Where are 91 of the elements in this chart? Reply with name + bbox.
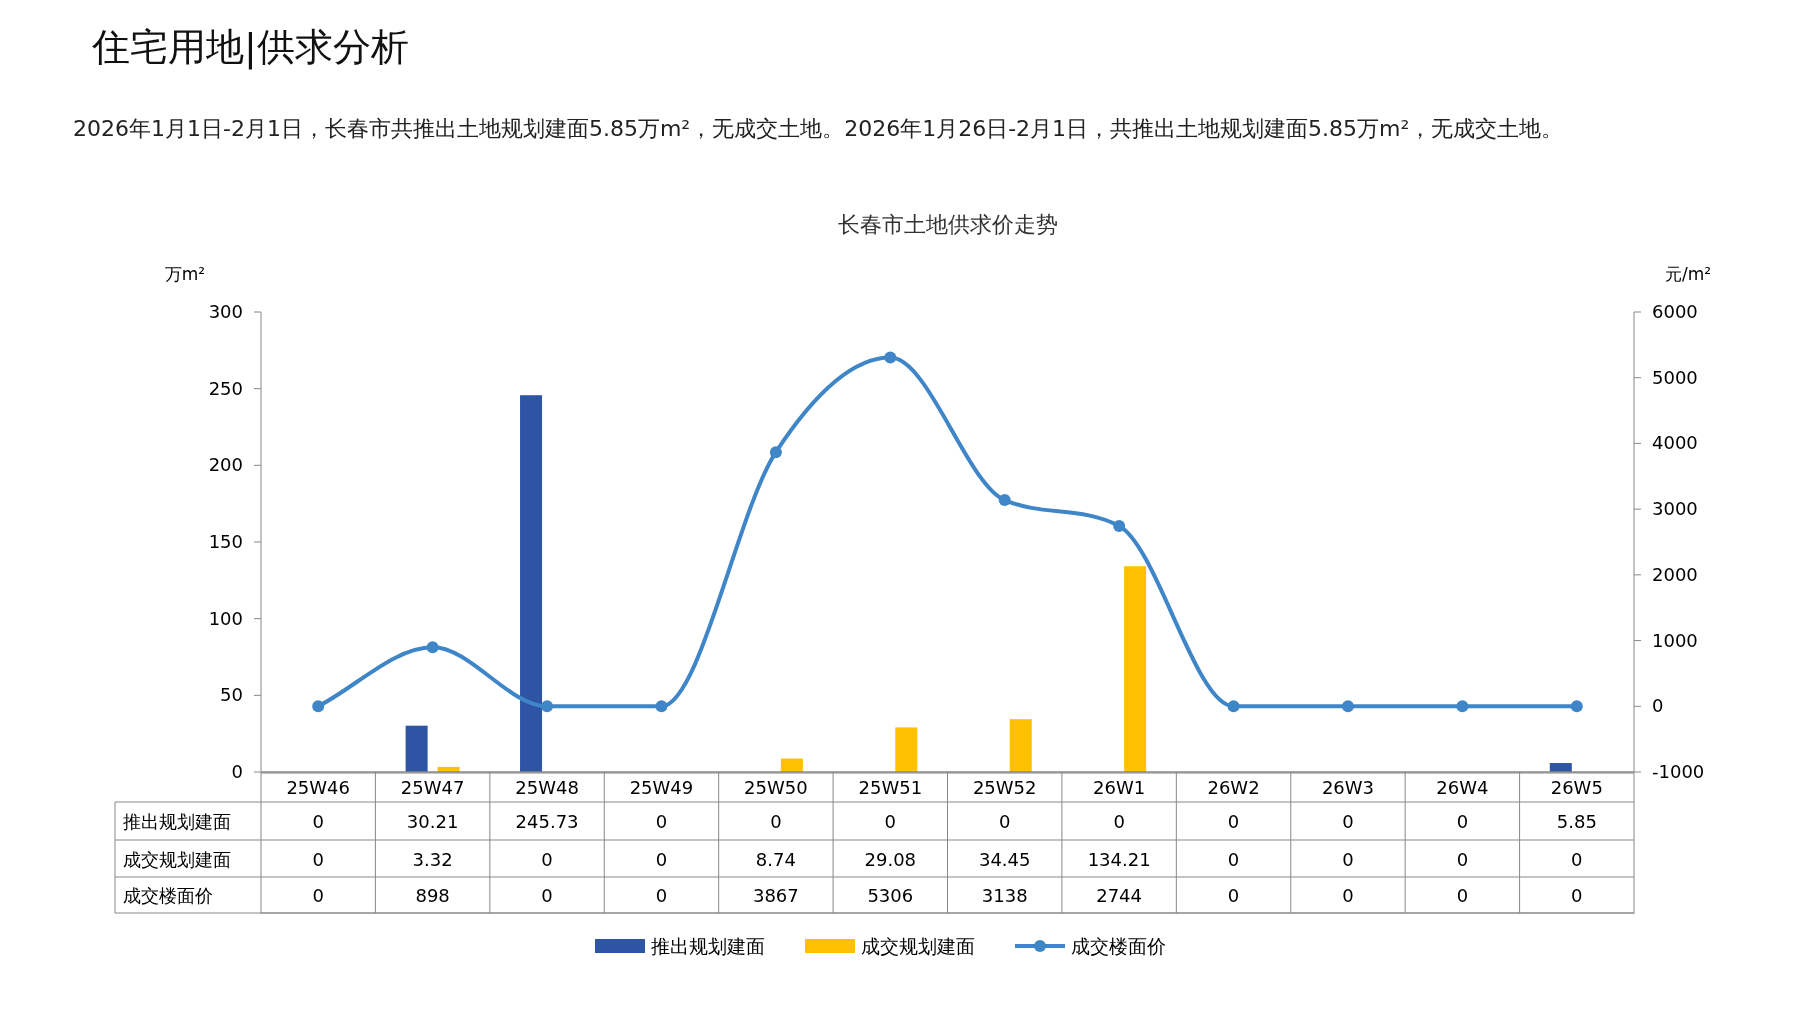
legend-label: 成交楼面价 — [1071, 935, 1166, 957]
text: 2026年1月1日-2月1日，长春市共推出土地规划建面5.85万m²，无成交土地。2026年1月26日-2月1日，共推出土地规划建面5.85万m²，无成交土地。 — [73, 115, 1565, 143]
point — [541, 700, 554, 713]
point — [1456, 700, 1469, 713]
y2-tick-label: 4000 — [1652, 432, 1698, 454]
data-label: 0 — [1571, 848, 1583, 870]
y-tick-label: 50 — [220, 684, 243, 706]
y2-tick-label: 6000 — [1652, 301, 1698, 322]
point — [1113, 519, 1126, 532]
chart-subtitle: 长春市土地供求价走势 — [837, 212, 1058, 237]
x-tick-label: 25W52 — [972, 777, 1037, 798]
y2-tick-label: 1000 — [1652, 629, 1698, 651]
y2-tick-label: -1000 — [1652, 761, 1705, 782]
data-label: 5.85 — [1556, 811, 1597, 832]
text: 成交楼面价 — [123, 885, 213, 906]
data-label: 0 — [1342, 811, 1354, 832]
x-tick-label: 25W47 — [400, 777, 465, 798]
data-label: 134.21 — [1087, 848, 1151, 870]
data-label: 0 — [998, 811, 1011, 832]
data-label: 0 — [1342, 885, 1354, 906]
x-tick-label: 26W3 — [1321, 777, 1375, 798]
point — [1227, 700, 1240, 713]
data-label: 0 — [1456, 885, 1469, 906]
data-label: 0 — [1342, 848, 1354, 870]
x-tick-label: 25W49 — [629, 777, 694, 798]
y-tick-label: 200 — [208, 454, 243, 476]
y-tick-label: 100 — [208, 607, 243, 629]
data-label: 0 — [1456, 811, 1469, 832]
data-label: 3138 — [981, 885, 1028, 906]
x-tick-label: 26W2 — [1207, 777, 1260, 798]
y2-axis-title: 元/m² — [1664, 264, 1712, 284]
data-label: 245.73 — [515, 811, 579, 832]
y-tick-label: 250 — [208, 377, 243, 399]
data-label: 0 — [655, 848, 668, 870]
data-label: 0 — [312, 811, 324, 832]
x-tick-label: 25W46 — [286, 777, 351, 798]
x-tick-label: 25W51 — [858, 777, 923, 798]
x-tick-label: 25W50 — [744, 777, 808, 798]
y-tick-label: 0 — [231, 761, 243, 782]
data-label: 0 — [1113, 811, 1125, 832]
point — [1341, 700, 1354, 713]
bar — [1124, 566, 1147, 772]
bar — [1009, 719, 1032, 772]
data-label: 0 — [1456, 848, 1469, 870]
data-label: 898 — [415, 885, 450, 906]
data-label: 0 — [1571, 885, 1583, 906]
legend-label: 成交规划建面 — [861, 935, 975, 957]
y2-tick-label: 3000 — [1652, 498, 1698, 520]
data-label: 0 — [541, 848, 553, 870]
data-label: 3.32 — [412, 848, 453, 870]
bar — [520, 395, 543, 772]
text: 推出规划建面 — [123, 811, 231, 832]
point — [312, 700, 325, 713]
x-tick-label: 26W5 — [1550, 777, 1603, 798]
x-tick-label: 25W48 — [515, 777, 579, 798]
data-label: 0 — [655, 811, 668, 832]
y-tick-label: 300 — [208, 301, 243, 322]
data-label: 0 — [884, 811, 897, 832]
x-tick-label: 26W1 — [1093, 777, 1146, 798]
bar — [895, 727, 918, 772]
data-label: 2744 — [1096, 885, 1143, 906]
point — [655, 700, 668, 713]
data-label: 0 — [655, 885, 668, 906]
y2-tick-label: 2000 — [1652, 563, 1698, 585]
data-label: 0 — [770, 811, 782, 832]
y2-tick-label: 0 — [1652, 695, 1664, 717]
bar — [405, 725, 428, 772]
data-label: 29.08 — [864, 848, 917, 870]
data-label: 0 — [541, 885, 553, 906]
point — [426, 641, 439, 654]
data-label: 0 — [1227, 811, 1240, 832]
y2-tick-label: 5000 — [1652, 366, 1698, 388]
y-tick-label: 150 — [208, 531, 243, 552]
data-label: 0 — [1227, 848, 1240, 870]
data-label: 34.45 — [978, 848, 1031, 870]
chart-title: 住宅用地|供求分析 — [92, 24, 409, 72]
data-label: 0 — [312, 885, 324, 906]
data-label: 0 — [312, 848, 324, 870]
legend-label: 推出规划建面 — [651, 935, 765, 957]
point — [1570, 700, 1583, 713]
text: 成交规划建面 — [123, 848, 231, 870]
data-label: 30.21 — [406, 811, 459, 832]
y-axis-title: 万m² — [164, 264, 206, 284]
x-tick-label: 26W4 — [1436, 777, 1489, 798]
data-label: 8.74 — [755, 848, 796, 870]
point — [998, 494, 1011, 507]
point — [769, 446, 782, 459]
data-label: 0 — [1227, 885, 1240, 906]
point — [884, 351, 897, 364]
data-label: 5306 — [867, 885, 914, 906]
data-label: 3867 — [752, 885, 799, 906]
